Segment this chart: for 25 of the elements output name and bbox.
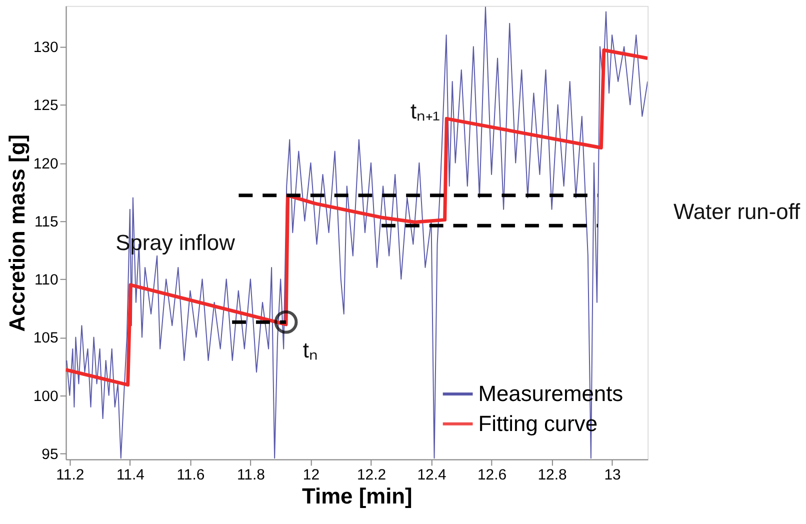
x-tick-label: 12.8 xyxy=(538,466,567,484)
x-tick-label: 11.4 xyxy=(116,466,144,484)
line-series xyxy=(66,48,648,387)
y-tick-label: 95 xyxy=(42,446,58,463)
x-axis-title: Time [min] xyxy=(302,484,412,509)
x-tick-label: 11.2 xyxy=(56,466,84,484)
x-tick-label: 12.4 xyxy=(417,466,446,484)
y-axis-title: Accretion mass [g] xyxy=(4,134,30,332)
x-tick-label: 12.6 xyxy=(477,466,507,484)
y-tick-label: 115 xyxy=(34,213,58,230)
text: Water run-off xyxy=(673,199,802,224)
y-tick-label: 110 xyxy=(34,272,58,289)
annotation: tₙ xyxy=(302,338,318,363)
y-tick-label: 100 xyxy=(33,388,58,405)
x-tick-label: 11.8 xyxy=(236,466,265,484)
line-series xyxy=(66,6,648,459)
x-tick-label: 12 xyxy=(302,466,320,484)
y-tick-label: 120 xyxy=(33,155,58,172)
y-tick-label: 105 xyxy=(33,330,58,347)
annotation: tₙ₊₁ xyxy=(410,98,440,124)
x-tick-label: 12.2 xyxy=(356,466,386,484)
y-tick-label: 125 xyxy=(33,97,58,114)
y-tick-label: 130 xyxy=(33,39,58,56)
x-tick-label: 13 xyxy=(604,466,621,484)
x-tick-label: 11.6 xyxy=(176,466,205,484)
